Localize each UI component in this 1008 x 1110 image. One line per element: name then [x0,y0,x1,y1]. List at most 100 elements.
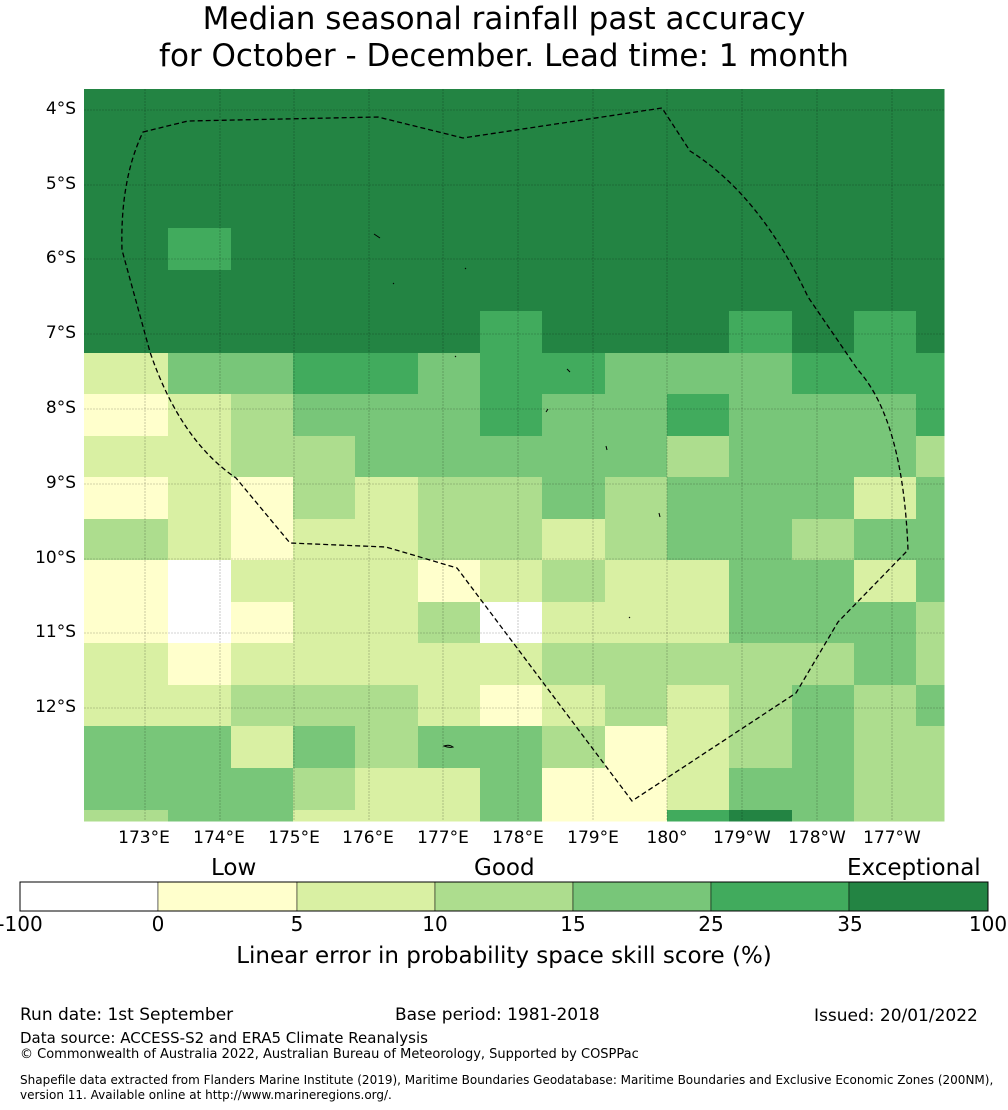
skill-cell [667,353,730,395]
skill-cell [168,477,232,520]
skill-cell [168,394,232,437]
island-mark [464,267,467,270]
skill-cell [542,602,606,644]
skill-cell [542,187,606,229]
skill-cell [542,768,606,811]
skill-cell [84,353,169,395]
skill-cell [605,685,668,727]
lat-label: 7°S [45,323,76,343]
skill-cell [916,394,945,437]
skill-cell [792,810,855,822]
lat-label: 5°S [45,174,76,194]
skill-cell [667,394,730,437]
skill-cell [84,602,169,644]
base-period: Base period: 1981-2018 [395,1005,600,1025]
skill-cell [854,311,917,354]
colorbar-tick: 5 [290,912,304,936]
skill-cell [729,270,793,312]
skill-cell [916,726,945,769]
skill-cell [667,643,730,686]
skill-cell [355,89,419,146]
skill-cell [667,311,730,354]
skill-grid [84,89,945,822]
skill-cell [168,270,232,312]
skill-cell [84,311,169,354]
skill-cell [418,643,481,686]
skill-cell [667,519,730,561]
skill-cell [542,145,606,188]
lat-label: 11°S [35,622,76,642]
skill-cell [542,726,606,769]
skill-cell [231,602,294,644]
skill-cell [729,187,793,229]
skill-cell [168,145,232,188]
colorbar-segment [710,881,850,912]
skill-cell [355,519,419,561]
skill-cell [480,519,543,561]
skill-cell [418,436,481,478]
skill-cell [168,643,232,686]
skill-cell [792,560,855,603]
skill-cell [293,394,356,437]
skill-cell [542,560,606,603]
colorbar-segment [572,881,712,912]
skill-cell [480,685,543,727]
skill-cell [231,685,294,727]
skill-cell [667,768,730,811]
skill-cell [916,270,945,312]
skill-cell [729,602,793,644]
skill-cell [293,477,356,520]
skill-cell [480,228,543,271]
skill-cell [293,560,356,603]
map-title-line1: Median seasonal rainfall past accuracy [202,1,806,37]
skill-cell [854,602,917,644]
skill-cell [605,311,668,354]
skill-cell [293,353,356,395]
skill-cell [293,436,356,478]
skill-cell [293,311,356,354]
skill-cell [605,228,668,271]
skill-cell [84,187,169,229]
skill-cell [916,768,945,811]
skill-cell [168,768,232,811]
skill-cell [355,187,419,229]
skill-cell [542,810,606,822]
colorbar-tick: 25 [698,912,724,936]
skill-cell [231,228,294,271]
skill-cell [480,810,543,822]
skill-cell [231,311,294,354]
lat-label: 6°S [45,248,76,268]
colorbar-tick: 100 [968,912,1008,936]
skill-cell [168,602,232,644]
skill-cell [418,89,481,146]
skill-cell [729,353,793,395]
skill-cell [293,810,356,822]
skill-cell [355,436,419,478]
skill-cell [293,643,356,686]
skill-cell [168,726,232,769]
skill-cell [854,145,917,188]
skill-cell [418,768,481,811]
skill-cell [418,810,481,822]
skill-cell [792,519,855,561]
skill-cell [605,477,668,520]
skill-cell [480,726,543,769]
skill-cell [355,685,419,727]
skill-cell [418,228,481,271]
skill-cell [480,436,543,478]
skill-cell [231,726,294,769]
skill-cell [854,89,917,146]
skill-cell [792,685,855,727]
skill-cell [293,270,356,312]
skill-cell [792,89,855,146]
skill-cell [480,89,543,146]
skill-cell [480,477,543,520]
colorbar-tick: -100 [0,912,43,936]
skill-cell [729,685,793,727]
island-mark [658,512,661,518]
skill-cell [792,436,855,478]
category-exceptional: Exceptional [847,855,981,881]
skill-cell [84,270,169,312]
skill-cell [729,477,793,520]
colorbar-title: Linear error in probability space skill … [236,943,772,969]
